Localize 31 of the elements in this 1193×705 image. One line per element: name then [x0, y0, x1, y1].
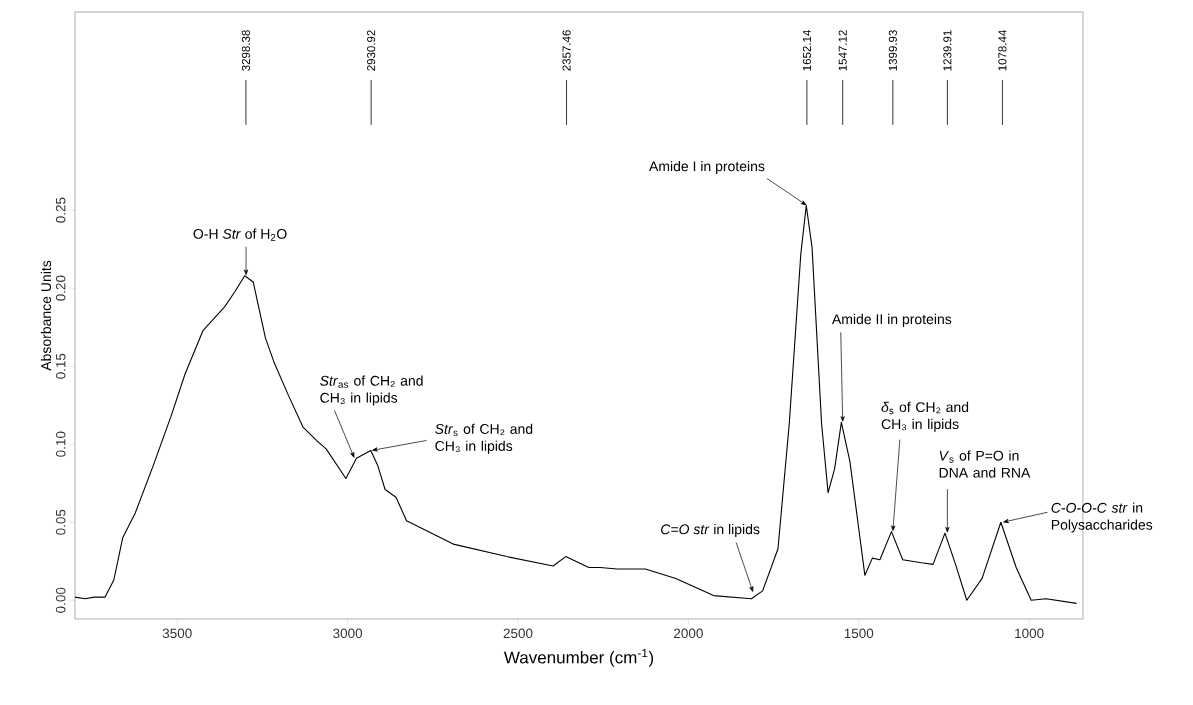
y-tick-label: 0.00 — [55, 587, 66, 613]
x-tick-label: 1500 — [844, 628, 874, 639]
x-tick-label: 2000 — [674, 628, 703, 639]
annotation: Amide II in proteins — [831, 313, 952, 327]
ref-line-label: 2357.46 — [562, 30, 571, 71]
y-tick-label: 0.10 — [55, 431, 66, 457]
annotation: C-O-O-C str in Polysaccharides — [1051, 502, 1153, 533]
annotation: Amide I in proteins — [649, 160, 765, 175]
annotation: V$_{s}$ of P=O in DNA and RNA — [939, 450, 1031, 478]
y-tick-label: 0.20 — [55, 275, 66, 301]
annotation: C=O str in lipids — [661, 523, 760, 537]
annotation: Str$_{as}$ of CH₂ and CH₃ in lipids — [320, 375, 423, 406]
ref-line-label: 3298.38 — [241, 30, 250, 71]
ref-line-label: 1078.44 — [998, 30, 1007, 71]
ref-line-label: 2930.92 — [367, 30, 376, 71]
ref-line-label: 1547.12 — [838, 30, 847, 71]
x-tick-label: 3000 — [333, 628, 363, 639]
ref-line-label: 1652.14 — [802, 30, 811, 71]
ref-line-label: 1399.93 — [888, 30, 897, 71]
y-tick-label: 0.05 — [55, 509, 66, 535]
y-tick-label: 0.25 — [55, 197, 66, 223]
ref-line-label: 1239.91 — [943, 30, 952, 71]
annotation: δ$_{s}$ of CH₂ and CH₃ in lipids — [881, 401, 969, 432]
x-axis-title: Wavenumber (cm$^{-1}$) — [503, 648, 654, 667]
x-tick-label: 3500 — [162, 628, 192, 639]
y-axis-title: Absorbance Units — [40, 260, 52, 371]
x-tick-label: 1000 — [1015, 628, 1044, 639]
annotation: Str$_{s}$ of CH₂ and CH₃ in lipids — [435, 423, 533, 454]
y-tick-label: 0.15 — [55, 353, 66, 379]
annotation: O-H Str of H$_{2}$O — [193, 228, 287, 241]
x-tick-label: 2500 — [503, 628, 533, 639]
